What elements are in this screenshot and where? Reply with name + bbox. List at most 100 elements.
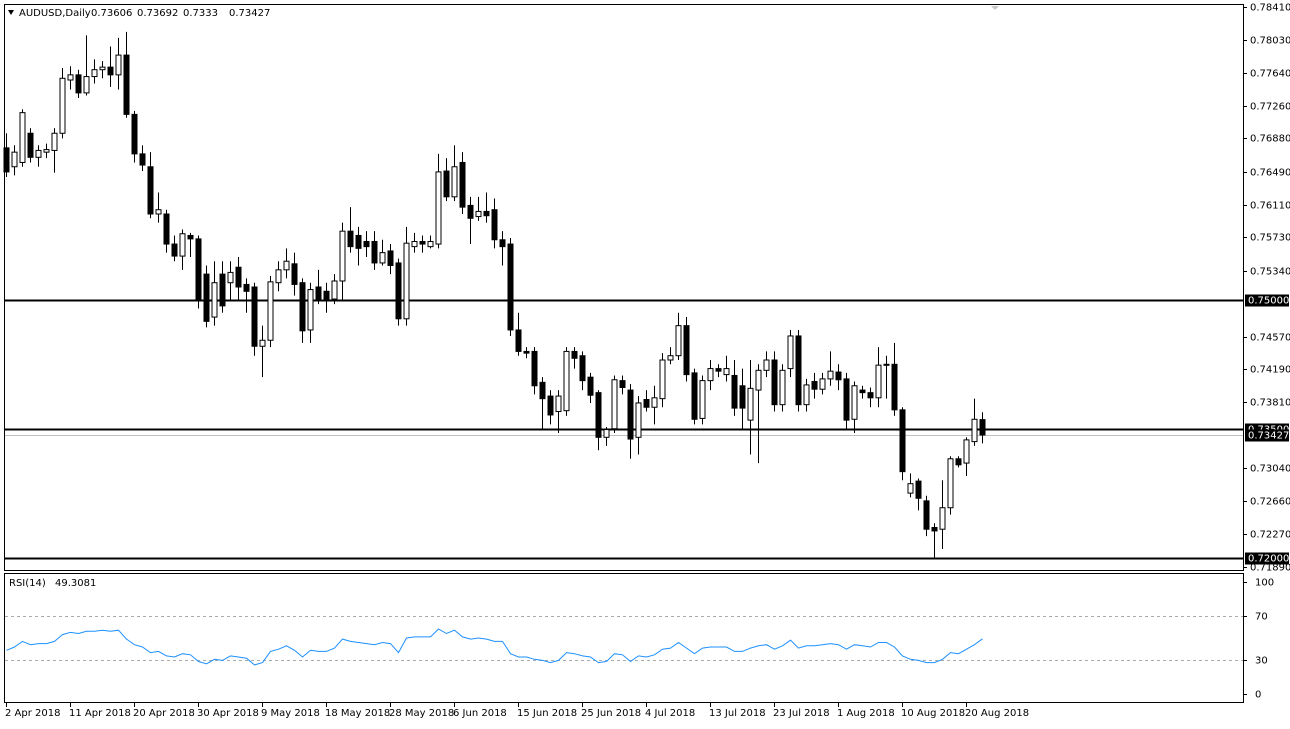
- x-tick-label: 4 Jul 2018: [645, 708, 695, 719]
- candle-body: [931, 526, 938, 532]
- candle-body: [147, 166, 154, 215]
- candle-body: [707, 368, 714, 382]
- candle-body: [171, 243, 178, 257]
- candle-body: [299, 282, 306, 332]
- y-tick-label: 0.75730: [1250, 233, 1290, 244]
- candle-body: [771, 359, 778, 406]
- candle-body: [531, 350, 538, 387]
- header-high: 0.73692: [137, 8, 178, 19]
- candle-body: [291, 263, 298, 285]
- x-tick-label: 6 Jun 2018: [453, 708, 507, 719]
- candle-body: [179, 233, 186, 257]
- candle-body: [539, 381, 546, 400]
- x-tick-label: 25 Jun 2018: [581, 708, 641, 719]
- candle-body: [883, 363, 890, 366]
- candle-body: [283, 260, 290, 271]
- candle-body: [555, 395, 562, 413]
- candle-body: [275, 269, 282, 284]
- y-tick-label: 0.76490: [1250, 168, 1290, 179]
- candle-body: [619, 380, 626, 388]
- candle-body: [979, 419, 986, 436]
- candle-body: [963, 439, 970, 464]
- candle-body: [203, 273, 210, 322]
- level-tag-label: 0.75000: [1248, 296, 1289, 307]
- last-price-tag: [1245, 429, 1289, 442]
- y-tick-label: 0.72660: [1250, 497, 1290, 508]
- candle-body: [667, 355, 674, 361]
- candle-body: [563, 350, 570, 412]
- candle-body: [835, 371, 842, 381]
- y-tick-label: 0.73040: [1250, 464, 1290, 475]
- candle-body: [787, 335, 794, 370]
- candle-body: [187, 234, 194, 240]
- x-tick-label: 30 Apr 2018: [197, 708, 259, 719]
- candle-body: [363, 240, 370, 248]
- candle-body: [763, 359, 770, 371]
- candle-body: [547, 395, 554, 416]
- y-tick-label: 100: [1255, 578, 1274, 589]
- candle-body: [123, 54, 130, 115]
- candle-body: [819, 378, 826, 390]
- candle-body: [19, 112, 26, 163]
- level-tag: [1245, 552, 1289, 565]
- candle-body: [467, 204, 474, 219]
- candle-body: [587, 376, 594, 396]
- candle-body: [499, 239, 506, 248]
- x-tick-label: 10 Aug 2018: [901, 708, 965, 719]
- x-tick-label: 1 Aug 2018: [837, 708, 895, 719]
- candle-body: [899, 409, 906, 473]
- candle-body: [259, 339, 266, 347]
- candle-body: [859, 389, 866, 394]
- candle-body: [843, 378, 850, 421]
- x-tick-label: 2 Apr 2018: [5, 708, 60, 719]
- symbol-title: AUDUSD,Daily: [19, 8, 91, 19]
- candle-body: [459, 161, 466, 208]
- candle-body: [907, 483, 914, 494]
- x-tick-label: 9 May 2018: [261, 708, 320, 719]
- candle-body: [755, 369, 762, 391]
- candle-body: [107, 66, 114, 76]
- candle-body: [635, 402, 642, 438]
- menu-arrow[interactable]: [8, 10, 14, 15]
- candle-body: [155, 209, 162, 215]
- candle-body: [731, 374, 738, 409]
- candle-body: [627, 389, 634, 440]
- x-tick-label: 23 Jul 2018: [773, 708, 830, 719]
- candle-body: [35, 149, 42, 158]
- candle-body: [867, 392, 874, 399]
- candle-body: [435, 171, 442, 245]
- candle-body: [211, 282, 218, 318]
- candle-body: [715, 368, 722, 372]
- candle-body: [323, 290, 330, 300]
- x-tick-label: 28 May 2018: [389, 708, 454, 719]
- candle-body: [579, 355, 586, 382]
- candle-body: [683, 325, 690, 376]
- y-tick-label: 70: [1255, 612, 1268, 623]
- candle-body: [803, 384, 810, 406]
- candle-body: [779, 369, 786, 406]
- x-tick-label: 13 Jul 2018: [709, 708, 766, 719]
- last-price-label: 0.73427: [1248, 431, 1289, 442]
- candle-body: [115, 54, 122, 76]
- y-tick-label: 0.77260: [1250, 102, 1290, 113]
- candle-body: [827, 370, 834, 380]
- candle-body: [643, 399, 650, 408]
- candle-body: [75, 74, 82, 94]
- rsi-panel: [4, 573, 1244, 703]
- candle-body: [307, 289, 314, 331]
- level-tag-label: 0.72000: [1248, 554, 1289, 565]
- candle-body: [227, 271, 234, 284]
- candle-body: [379, 252, 386, 264]
- candle-body: [939, 507, 946, 530]
- candle-body: [675, 325, 682, 357]
- candle-body: [99, 66, 106, 71]
- candle-body: [603, 429, 610, 438]
- x-tick-label: 18 May 2018: [325, 708, 390, 719]
- x-tick-label: 20 Aug 2018: [965, 708, 1029, 719]
- candle-body: [507, 243, 514, 331]
- rsi-value: 49.3081: [55, 578, 96, 589]
- candle-body: [739, 385, 746, 409]
- x-tick-label: 11 Apr 2018: [69, 708, 131, 719]
- candle-body: [163, 213, 170, 245]
